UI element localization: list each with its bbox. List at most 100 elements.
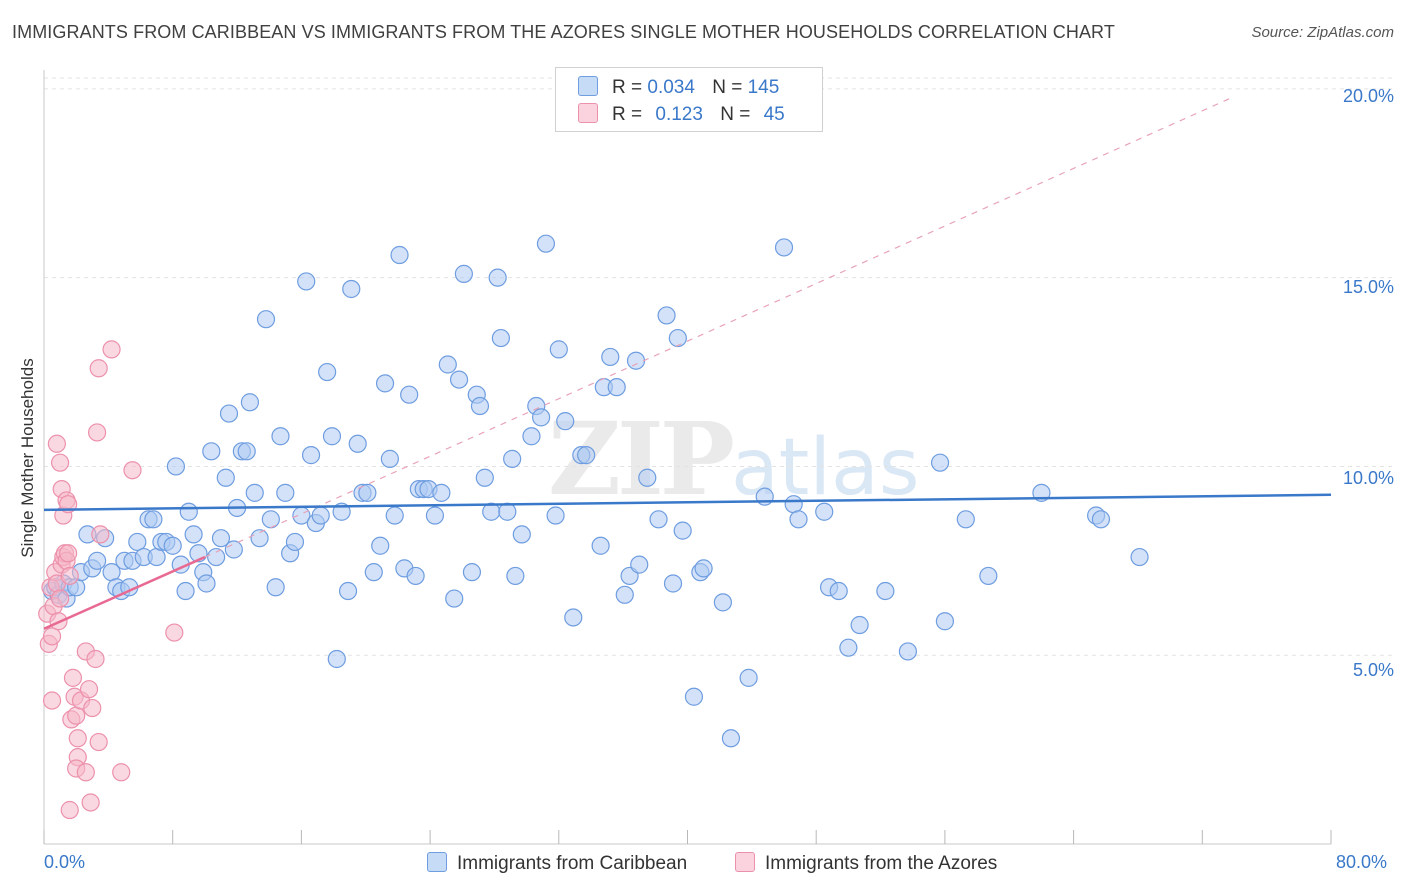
point-caribbean	[815, 502, 834, 521]
trend-azores-extension	[204, 95, 1235, 558]
correlation-legend: R = 0.034 N = 145 R = 0.123 N = 45	[555, 67, 823, 132]
point-caribbean	[197, 574, 216, 593]
point-caribbean	[713, 593, 732, 612]
point-caribbean	[432, 483, 451, 502]
point-azores	[165, 623, 184, 642]
point-caribbean	[850, 615, 869, 635]
point-azores	[91, 525, 110, 544]
legend-swatch-pink	[578, 103, 598, 123]
point-caribbean	[219, 404, 239, 423]
series-caribbean-points	[42, 234, 1149, 748]
point-caribbean	[322, 427, 342, 446]
point-caribbean	[237, 442, 256, 461]
legend-n-value: 45	[763, 104, 785, 125]
legend-r-label: R =	[612, 77, 643, 98]
point-caribbean	[276, 483, 295, 502]
point-azores	[60, 800, 79, 820]
point-caribbean	[406, 566, 425, 586]
point-caribbean	[591, 536, 610, 555]
point-caribbean	[657, 306, 676, 325]
point-caribbean	[342, 279, 361, 299]
point-caribbean	[512, 525, 531, 544]
y-tick-label: 15.0%	[1342, 277, 1394, 297]
point-caribbean	[630, 555, 649, 574]
point-caribbean	[829, 581, 848, 601]
point-caribbean	[166, 457, 186, 476]
point-caribbean	[297, 272, 316, 291]
point-caribbean	[240, 393, 260, 412]
point-caribbean	[549, 340, 568, 359]
point-caribbean	[577, 446, 596, 465]
point-caribbean	[144, 510, 163, 529]
bottom-legend-azores: Immigrants from the Azores	[735, 852, 997, 875]
point-caribbean	[147, 547, 166, 567]
point-caribbean	[385, 506, 404, 525]
point-caribbean	[668, 328, 687, 348]
point-caribbean	[522, 427, 541, 446]
legend-n-value: 145	[747, 77, 780, 98]
point-azores	[47, 434, 66, 453]
grid-lines	[44, 77, 1395, 656]
point-caribbean	[261, 510, 280, 529]
point-caribbean	[564, 608, 583, 627]
point-caribbean	[694, 559, 713, 578]
point-caribbean	[876, 581, 895, 601]
axes	[43, 70, 1332, 845]
legend-r-value: 0.034	[647, 77, 695, 98]
point-caribbean	[207, 547, 226, 567]
point-caribbean	[454, 264, 473, 283]
point-caribbean	[176, 581, 195, 601]
point-caribbean	[774, 238, 794, 257]
point-caribbean	[546, 506, 565, 525]
point-caribbean	[784, 495, 803, 514]
legend-swatch-blue	[578, 76, 598, 96]
point-caribbean	[375, 374, 395, 393]
point-caribbean	[532, 408, 551, 427]
point-caribbean	[615, 585, 634, 604]
point-caribbean	[935, 612, 955, 631]
point-caribbean	[224, 540, 243, 559]
point-caribbean	[503, 449, 522, 468]
point-caribbean	[649, 510, 668, 529]
legend-r-value: 0.123	[655, 104, 703, 125]
point-caribbean	[601, 347, 620, 367]
point-caribbean	[898, 642, 917, 661]
chart-title: IMMIGRANTS FROM CARIBBEAN VS IMMIGRANTS …	[12, 22, 1115, 42]
bottom-legend-label: Immigrants from the Azores	[765, 853, 998, 874]
trend-azores	[43, 555, 206, 630]
point-caribbean	[285, 532, 305, 552]
point-caribbean	[839, 638, 858, 657]
point-azores	[102, 340, 121, 359]
point-azores	[112, 763, 131, 782]
point-azores	[89, 359, 108, 378]
point-caribbean	[607, 378, 626, 397]
point-azores	[42, 627, 62, 646]
point-caribbean	[425, 506, 445, 525]
point-caribbean	[271, 427, 290, 446]
point-azores	[123, 461, 142, 480]
point-caribbean	[488, 268, 507, 287]
point-azores	[63, 668, 83, 687]
point-caribbean	[536, 234, 556, 253]
point-caribbean	[470, 396, 490, 416]
point-caribbean	[179, 502, 198, 521]
point-caribbean	[739, 668, 758, 687]
point-caribbean	[318, 362, 337, 382]
point-azores	[79, 680, 99, 699]
source-label: Source: ZipAtlas.com	[1251, 24, 1394, 41]
x-min-label: 0.0%	[44, 852, 86, 872]
point-caribbean	[128, 532, 147, 552]
point-azores	[87, 423, 107, 442]
point-caribbean	[449, 370, 469, 389]
point-caribbean	[184, 525, 203, 544]
point-caribbean	[371, 536, 390, 555]
point-caribbean	[445, 589, 464, 608]
point-azores	[76, 763, 95, 782]
point-caribbean	[266, 578, 285, 597]
point-azores	[89, 732, 108, 752]
point-caribbean	[721, 729, 741, 748]
point-azores	[86, 649, 105, 669]
point-caribbean	[475, 468, 494, 487]
point-caribbean	[364, 563, 383, 582]
